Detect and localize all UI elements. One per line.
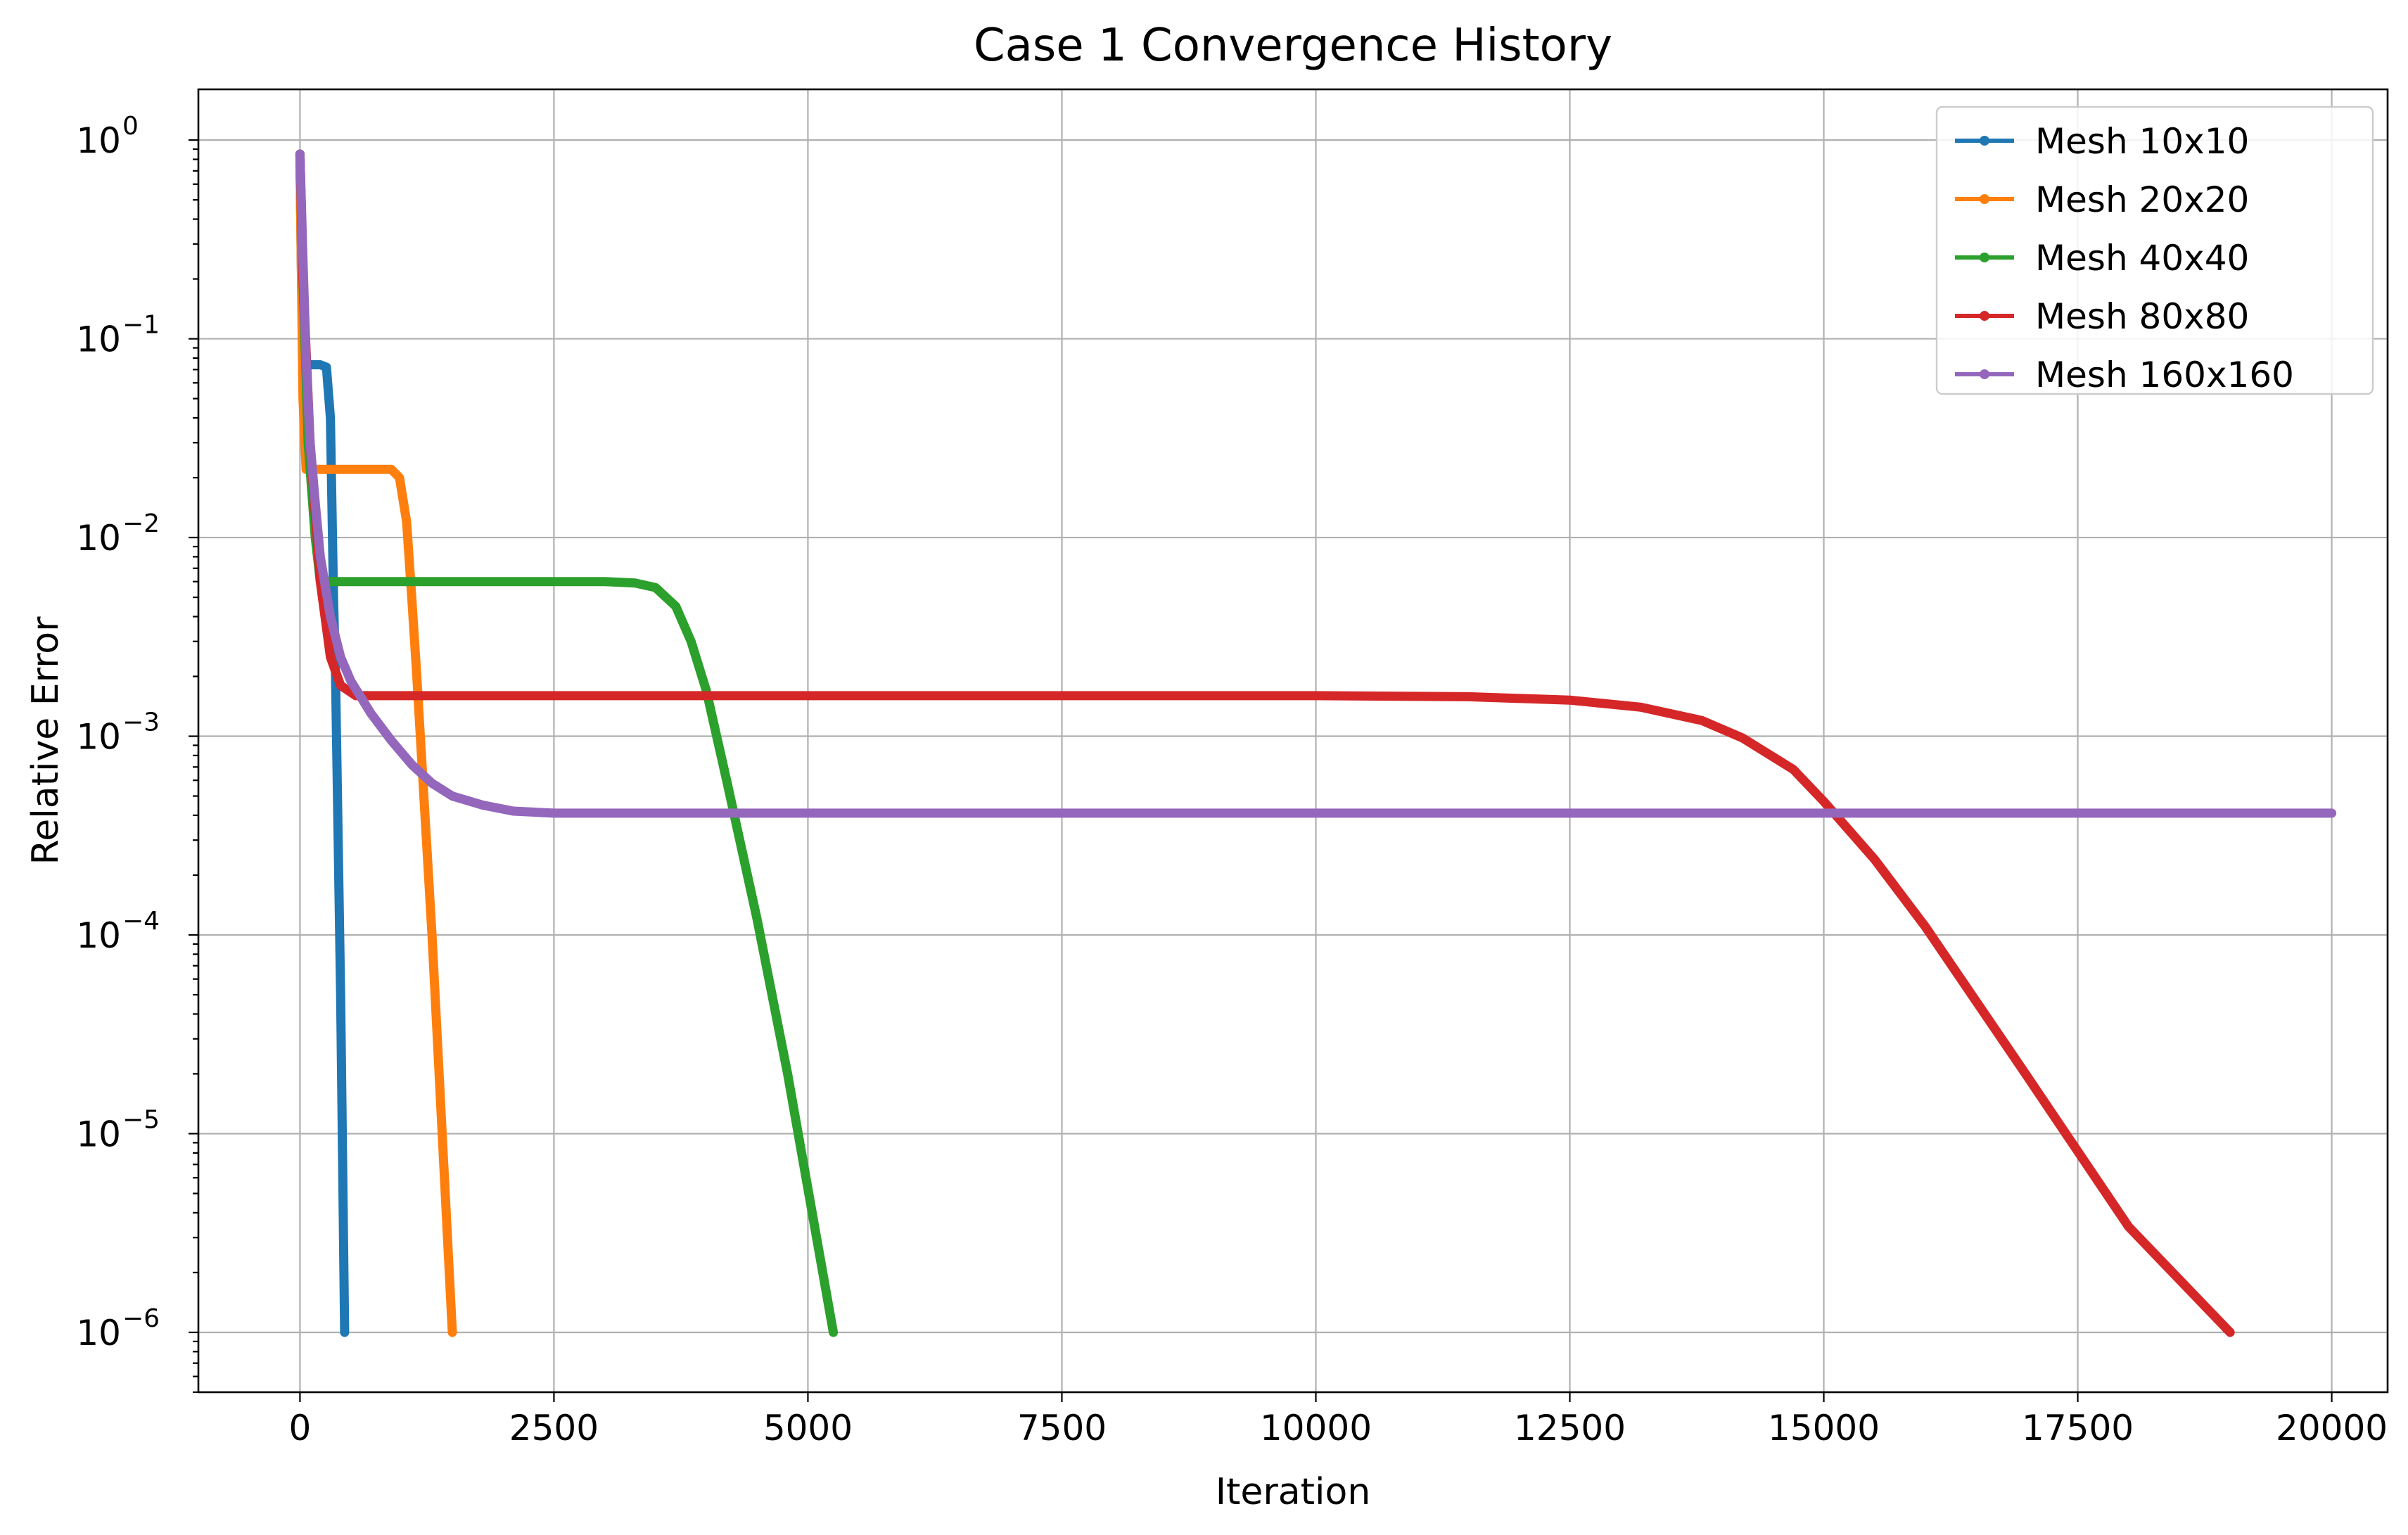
series-line-5 bbox=[295, 149, 2337, 818]
y-tick-label-exponent: −5 bbox=[122, 1105, 160, 1134]
y-tick-label-base: 10 bbox=[76, 717, 121, 758]
y-tick-label-exponent: −4 bbox=[122, 907, 160, 936]
plot-frame bbox=[197, 88, 2389, 1394]
x-tick-label: 20000 bbox=[2276, 1408, 2388, 1448]
y-tick-label-exponent: −1 bbox=[122, 311, 160, 340]
chart-title: Case 1 Convergence History bbox=[974, 20, 1612, 72]
legend-label: Mesh 160x160 bbox=[2035, 355, 2294, 395]
x-tick-label: 10000 bbox=[1260, 1408, 1372, 1448]
y-tick-label-base: 10 bbox=[76, 518, 121, 559]
legend-item: Mesh 20x20 bbox=[1955, 179, 2249, 220]
x-tick-label: 12500 bbox=[1514, 1408, 1626, 1448]
legend-label: Mesh 20x20 bbox=[2035, 179, 2249, 220]
y-axis-label: Relative Error bbox=[25, 616, 67, 865]
y-tick-label: 10 −6 bbox=[76, 1304, 160, 1354]
legend-item: Mesh 40x40 bbox=[1955, 238, 2249, 279]
x-tick-label: 5000 bbox=[763, 1408, 853, 1448]
legend-box bbox=[1935, 106, 2374, 395]
y-tick-label-base: 10 bbox=[76, 1313, 121, 1354]
x-tick-label: 0 bbox=[289, 1408, 312, 1448]
y-tick-label-base: 10 bbox=[76, 915, 121, 956]
legend: Mesh 10x10 Mesh 20x20 Mesh 40x40 Mesh 80x80… bbox=[1935, 106, 2374, 395]
y-tick-label: 10 −3 bbox=[76, 708, 160, 758]
series-line-4 bbox=[295, 149, 2235, 1337]
y-tick-label: 10 −5 bbox=[76, 1105, 160, 1154]
y-tick-label-base: 10 bbox=[76, 1114, 121, 1154]
legend-item: Mesh 10x10 bbox=[1955, 121, 2249, 162]
y-tick-label-exponent: −6 bbox=[122, 1304, 160, 1333]
x-tick-label: 17500 bbox=[2022, 1408, 2134, 1448]
legend-swatch-marker bbox=[1980, 311, 1989, 321]
x-tick-label: 15000 bbox=[1768, 1408, 1880, 1448]
legend-swatch-marker bbox=[1980, 194, 1989, 204]
y-tick-label: 10 0 bbox=[76, 112, 139, 161]
x-tick-label: 2500 bbox=[509, 1408, 599, 1448]
legend-label: Mesh 80x80 bbox=[2035, 296, 2249, 337]
y-tick-label-exponent: 0 bbox=[122, 112, 139, 141]
series-lines bbox=[295, 149, 2337, 1337]
y-tick-label-base: 10 bbox=[76, 319, 121, 360]
legend-swatch-marker bbox=[1980, 369, 1989, 379]
legend-label: Mesh 10x10 bbox=[2035, 121, 2249, 162]
legend-item: Mesh 160x160 bbox=[1955, 355, 2294, 395]
legend-item: Mesh 80x80 bbox=[1955, 296, 2249, 337]
x-tick-label: 7500 bbox=[1017, 1408, 1107, 1448]
y-tick-label-exponent: −3 bbox=[122, 708, 160, 737]
y-tick-label: 10 −4 bbox=[76, 907, 160, 956]
y-tick-label-exponent: −2 bbox=[122, 509, 160, 538]
y-tick-label: 10 −1 bbox=[76, 311, 160, 360]
x-axis-ticks: 0 2500 5000 7500 10000 12500 15000 17500 20000 bbox=[289, 1392, 2388, 1448]
y-tick-label: 10 −2 bbox=[76, 509, 160, 559]
y-tick-label-base: 10 bbox=[76, 120, 121, 161]
legend-swatch-marker bbox=[1980, 136, 1989, 146]
legend-swatch-marker bbox=[1980, 253, 1989, 262]
x-axis-label: Iteration bbox=[1216, 1471, 1371, 1513]
legend-label: Mesh 40x40 bbox=[2035, 238, 2249, 279]
